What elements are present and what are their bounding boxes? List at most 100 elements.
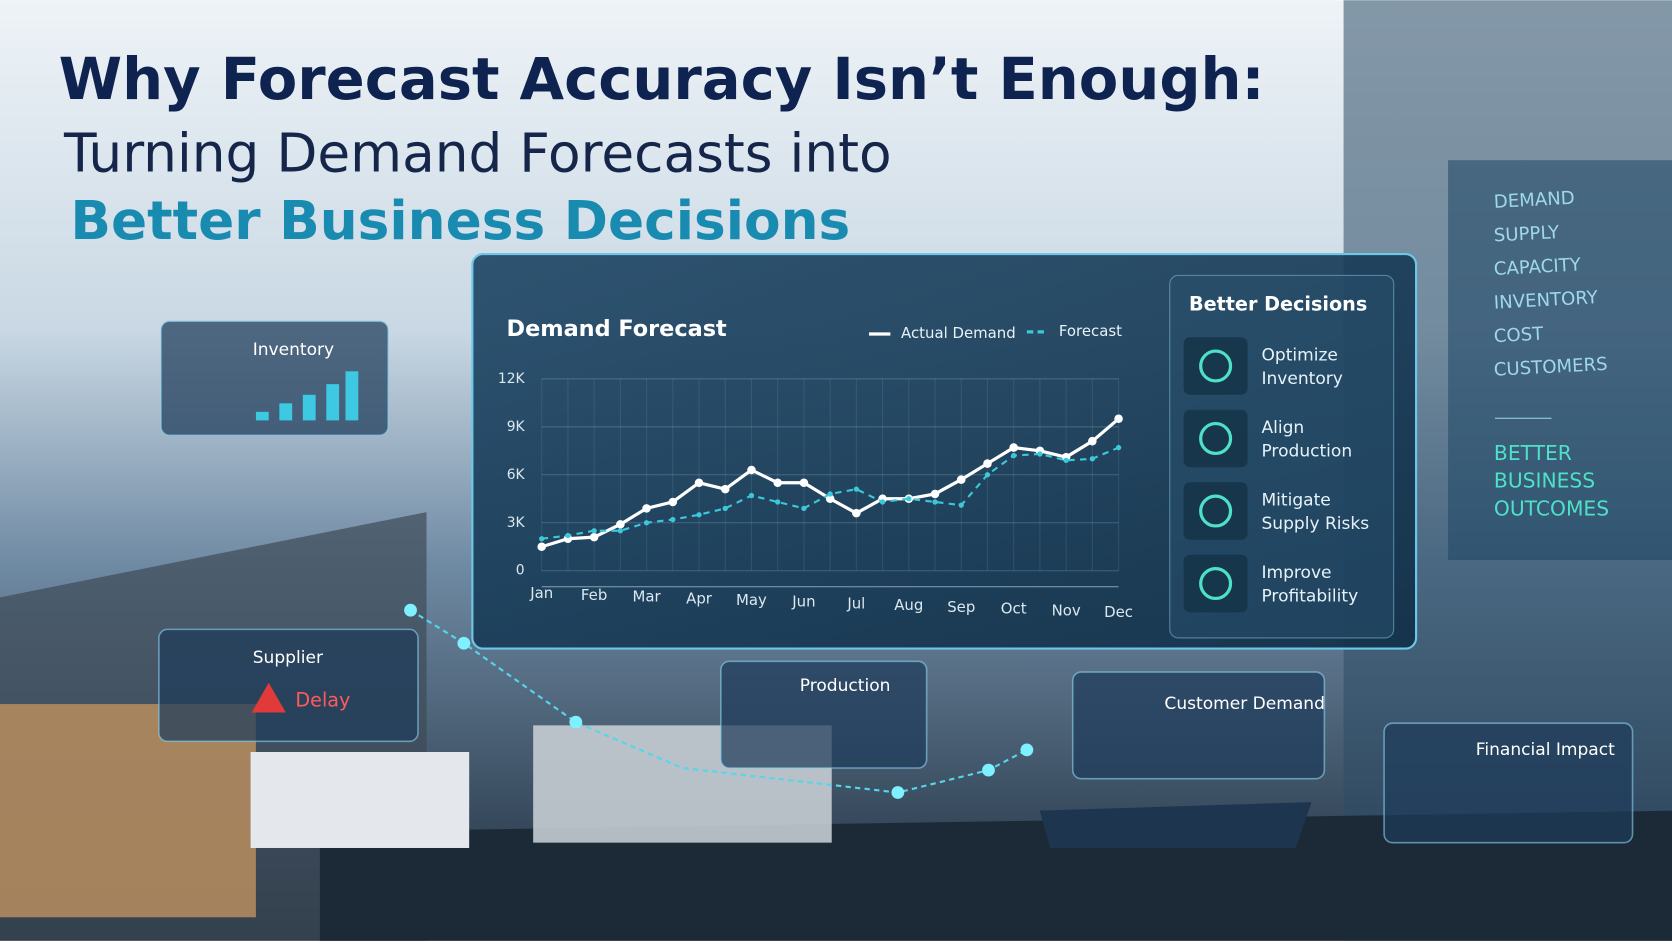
- point: [1011, 452, 1017, 459]
- chart-title: Demand Forecast: [507, 316, 728, 342]
- truck: [250, 752, 470, 848]
- point: [589, 532, 599, 542]
- y-tick-label: 9K: [507, 419, 526, 435]
- x-tick-label: Jun: [791, 593, 815, 611]
- point: [1063, 457, 1069, 464]
- decision-label: Production: [1261, 441, 1352, 461]
- decision-label: Mitigate: [1261, 490, 1330, 510]
- point: [747, 465, 756, 475]
- outcome: BUSINESS: [1494, 469, 1595, 493]
- point: [643, 520, 650, 526]
- point: [616, 520, 625, 529]
- point: [1114, 414, 1123, 424]
- point: [1115, 444, 1122, 451]
- point: [617, 528, 624, 534]
- mini-bars: [255, 371, 359, 421]
- x-tick-label: Apr: [686, 589, 713, 607]
- x-tick-label: May: [736, 591, 767, 609]
- decision-label: Inventory: [1261, 369, 1342, 389]
- decision-label: Supply Risks: [1261, 514, 1369, 534]
- x-tick-label: Feb: [581, 586, 607, 604]
- highlight: Better Business Decisions: [70, 190, 850, 252]
- decision-label: Profitability: [1261, 586, 1358, 606]
- decision-icon: [1183, 337, 1248, 395]
- y-tick-label: 3K: [507, 515, 526, 531]
- legend-label: Forecast: [1059, 322, 1122, 340]
- y-tick-label: 6K: [507, 467, 526, 483]
- point: [748, 492, 755, 499]
- subtitle: Turning Demand Forecasts into: [63, 123, 892, 185]
- card-label: Customer Demand: [1164, 694, 1325, 714]
- y-tick-label: 12K: [498, 371, 526, 387]
- card-label: Financial Impact: [1476, 740, 1615, 760]
- warning-icon: [251, 682, 286, 713]
- point: [983, 459, 992, 468]
- point: [879, 499, 886, 505]
- card-label: Inventory: [253, 340, 334, 360]
- decision-label: Improve: [1261, 563, 1331, 583]
- supplier-card: [158, 628, 419, 743]
- point: [930, 489, 940, 499]
- point: [984, 472, 991, 478]
- title: Why Forecast Accuracy Isn’t Enough:: [59, 46, 1265, 113]
- production-card: [720, 660, 928, 769]
- x-tick-label: Jul: [846, 594, 865, 612]
- customer-card: [1071, 671, 1326, 780]
- outcome: BETTER: [1494, 441, 1572, 465]
- decision-icon: [1183, 554, 1248, 613]
- side-item: SUPPLY: [1493, 222, 1560, 246]
- side-item: CAPACITY: [1493, 254, 1582, 280]
- point: [1009, 443, 1018, 452]
- point: [720, 484, 730, 494]
- point: [827, 491, 833, 497]
- icon-glyph: [1199, 349, 1233, 383]
- point: [825, 494, 835, 504]
- series-line: [541, 446, 1119, 540]
- x-tick-label: Jan: [529, 584, 553, 602]
- side-item: COST: [1493, 324, 1544, 348]
- point: [853, 486, 860, 492]
- point: [670, 516, 676, 523]
- financial-card: [1383, 722, 1634, 844]
- x-tick-label: Oct: [1001, 600, 1027, 618]
- icon-glyph: [1199, 567, 1233, 601]
- icon-glyph: [1199, 421, 1233, 456]
- outcome: OUTCOMES: [1494, 496, 1609, 520]
- icon-glyph: [1199, 494, 1233, 528]
- point: [1088, 436, 1097, 446]
- point: [642, 504, 651, 513]
- card-label: Production: [800, 676, 891, 696]
- side-panel: [1448, 160, 1672, 561]
- point: [722, 505, 728, 512]
- point: [537, 542, 546, 552]
- point: [539, 536, 545, 542]
- x-tick-label: Sep: [947, 598, 975, 616]
- decision-label: Optimize: [1261, 345, 1337, 365]
- point: [591, 528, 597, 534]
- point: [852, 508, 861, 518]
- point: [668, 497, 678, 507]
- point: [956, 475, 966, 484]
- point: [799, 478, 809, 488]
- point: [932, 499, 938, 505]
- point: [565, 532, 571, 539]
- point: [773, 478, 782, 488]
- point: [1037, 451, 1043, 457]
- side-item: DEMAND: [1493, 188, 1575, 213]
- decisions-title: Better Decisions: [1189, 293, 1367, 316]
- delay-label: Delay: [295, 688, 350, 711]
- point: [1089, 456, 1096, 462]
- legend-label: Actual Demand: [901, 324, 1016, 342]
- decision-label: Align: [1261, 418, 1304, 438]
- x-tick-label: Dec: [1104, 603, 1133, 621]
- point: [958, 502, 964, 508]
- point: [801, 505, 807, 512]
- ship: [1039, 802, 1312, 848]
- nodes: [404, 603, 1034, 799]
- water: [319, 810, 1672, 941]
- x-tick-label: Aug: [894, 596, 923, 614]
- decision-icon: [1183, 409, 1248, 468]
- x-tick-label: Nov: [1052, 601, 1081, 619]
- point: [694, 478, 704, 488]
